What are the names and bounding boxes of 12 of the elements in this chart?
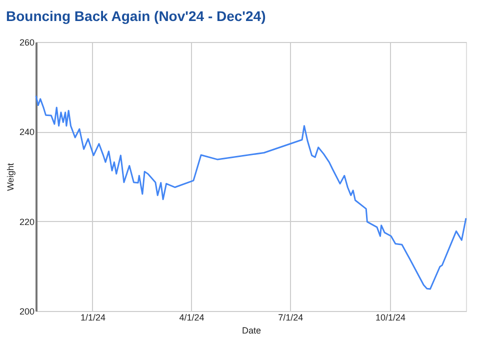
y-tick-label: 200: [19, 306, 34, 316]
x-tick-label: 1/1/24: [80, 312, 106, 322]
x-axis-title: Date: [242, 326, 262, 336]
y-axis-title: Weight: [5, 162, 16, 191]
x-tick-label: 7/1/24: [278, 312, 304, 322]
y-tick-label: 240: [19, 127, 34, 138]
y-tick-label: 260: [19, 38, 34, 48]
x-tick-label: 10/1/24: [375, 312, 406, 322]
y-tick-label: 220: [19, 216, 34, 227]
x-tick-label: 4/1/24: [179, 312, 204, 322]
chart-title: Bouncing Back Again (Nov'24 - Dec'24): [6, 8, 266, 24]
line-series: [35, 95, 467, 290]
